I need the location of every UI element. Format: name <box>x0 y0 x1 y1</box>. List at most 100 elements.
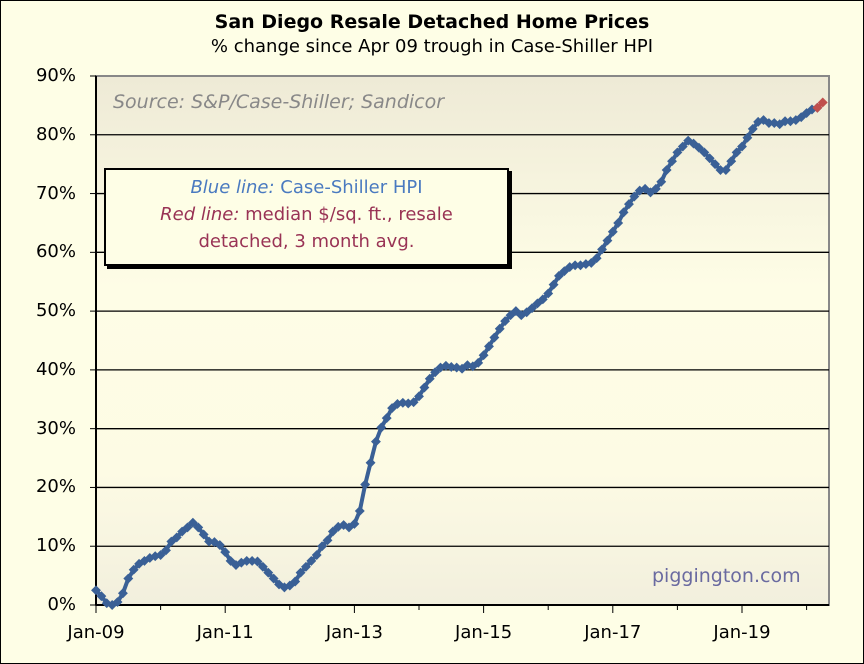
y-tick-label: 80% <box>35 123 76 145</box>
blue-data-point <box>327 526 338 537</box>
y-tick-label: 30% <box>35 417 76 439</box>
blue-data-point <box>317 541 328 552</box>
plot-area <box>95 75 830 606</box>
blue-data-point <box>290 576 301 587</box>
blue-data-point <box>720 165 731 175</box>
blue-data-point <box>360 479 371 490</box>
blue-data-point <box>381 413 392 424</box>
blue-data-point <box>624 199 634 210</box>
blue-data-point <box>182 522 193 533</box>
x-tick-label: Jan-11 <box>196 622 254 643</box>
blue-data-point <box>187 517 198 528</box>
blue-data-point <box>677 141 688 152</box>
blue-data-point <box>408 397 419 408</box>
blue-data-point <box>543 288 554 299</box>
blue-data-point <box>607 226 618 237</box>
blue-data-point <box>193 522 204 533</box>
blue-data-point <box>763 118 774 128</box>
blue-data-point <box>91 585 101 596</box>
blue-data-point <box>597 244 607 255</box>
y-tick-label: 10% <box>35 535 76 557</box>
blue-data-point <box>220 547 231 558</box>
red-data-point <box>812 102 823 113</box>
source-note: Source: S&P/Case-Shiller; Sandicor <box>113 91 445 113</box>
blue-data-point <box>171 532 182 543</box>
blue-data-point <box>618 207 629 218</box>
blue-data-point <box>295 567 306 578</box>
watermark: piggington.com <box>652 565 801 587</box>
x-tick-label: Jan-09 <box>67 622 125 643</box>
blue-data-point <box>715 165 726 175</box>
legend-blue-text: Case-Shiller HPI <box>274 177 423 198</box>
x-tick-label: Jan-17 <box>584 622 642 643</box>
y-tick-label: 0% <box>47 594 76 615</box>
blue-data-point <box>478 350 489 361</box>
blue-data-point <box>693 142 704 153</box>
blue-data-point <box>128 564 139 575</box>
blue-data-point <box>586 257 597 268</box>
x-tick-label: Jan-13 <box>325 622 383 643</box>
blue-data-point <box>214 540 225 550</box>
x-tick-label: Jan-19 <box>713 622 771 643</box>
blue-data-point <box>704 153 715 164</box>
legend-blue-label: Blue line: <box>190 177 275 198</box>
blue-data-point <box>726 156 737 167</box>
blue-data-point <box>112 597 123 608</box>
blue-data-point <box>263 567 274 578</box>
blue-data-point <box>424 373 435 384</box>
y-tick-label: 50% <box>35 300 76 322</box>
blue-data-point <box>376 422 387 433</box>
x-tick-label: Jan-15 <box>455 622 513 643</box>
blue-data-point <box>613 217 624 228</box>
blue-data-point <box>268 573 279 584</box>
blue-data-point <box>252 556 263 567</box>
blue-data-point <box>629 191 640 202</box>
y-tick-label: 70% <box>35 182 76 204</box>
blue-data-point <box>737 141 747 152</box>
blue-data-point <box>500 316 511 327</box>
legend-red-label: Red line: <box>160 204 240 225</box>
blue-data-point <box>96 591 107 602</box>
y-tick-label: 20% <box>35 476 76 498</box>
blue-data-point <box>414 391 424 402</box>
blue-data-point <box>710 159 721 170</box>
blue-data-point <box>489 332 500 343</box>
blue-data-point <box>354 506 365 516</box>
blue-data-point <box>527 303 537 314</box>
blue-data-point <box>430 367 441 378</box>
blue-data-point <box>661 165 672 175</box>
chart-title: San Diego Resale Detached Home Prices <box>214 11 650 33</box>
legend-red-text-2: detached, 3 month avg. <box>198 231 415 252</box>
blue-data-point <box>311 550 322 560</box>
blue-data-point <box>656 176 667 187</box>
blue-data-point <box>257 561 268 572</box>
blue-data-point <box>349 518 360 529</box>
y-tick-label: 40% <box>35 358 76 380</box>
blue-data-point <box>602 235 613 246</box>
blue-data-point <box>494 323 505 334</box>
blue-data-point <box>306 555 317 566</box>
blue-data-point <box>161 545 171 556</box>
blue-data-point <box>370 436 381 447</box>
blue-data-point <box>731 147 742 158</box>
blue-data-point <box>155 550 166 560</box>
blue-data-point <box>537 294 548 305</box>
blue-data-point <box>198 529 209 540</box>
blue-data-point <box>672 147 683 158</box>
blue-data-point <box>419 382 430 393</box>
blue-data-point <box>554 270 564 281</box>
chart-subtitle: % change since Apr 09 trough in Case-Shi… <box>210 36 654 57</box>
legend: Blue line: Case-Shiller HPI Red line: me… <box>104 168 509 266</box>
legend-red-text: median $/sq. ft., resale <box>239 204 453 225</box>
y-tick-label: 90% <box>35 65 76 86</box>
blue-data-point <box>365 457 376 468</box>
blue-data-point <box>123 573 134 584</box>
blue-data-point <box>570 260 581 271</box>
blue-data-point <box>780 116 791 127</box>
blue-data-point <box>742 132 753 143</box>
blue-data-point <box>699 147 710 158</box>
y-tick-label: 60% <box>35 241 76 263</box>
blue-data-point <box>484 341 494 352</box>
blue-data-point <box>747 123 758 134</box>
